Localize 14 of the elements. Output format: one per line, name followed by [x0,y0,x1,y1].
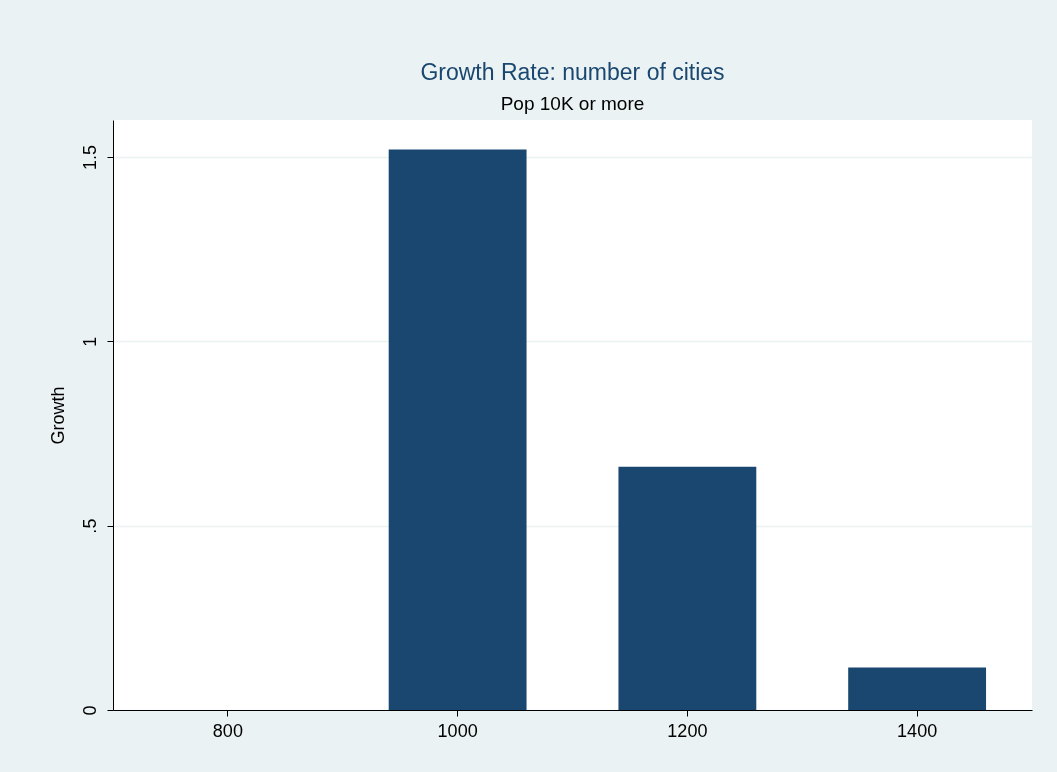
x-tick-label: 1000 [437,720,478,741]
y-axis-title: Growth [47,386,68,445]
bar [618,466,757,710]
y-tick-label: 1.5 [79,144,100,170]
x-tick-label: 1400 [897,720,938,741]
y-tick-label: 1 [79,336,100,347]
y-tick-label: .5 [79,518,100,534]
bar [388,149,527,710]
x-tick-label: 1200 [667,720,708,741]
x-tick-label: 800 [212,720,243,741]
chart-title: Growth Rate: number of cities [420,59,725,85]
bar [848,667,987,710]
y-tick-label: 0 [79,705,100,716]
chart-subtitle: Pop 10K or more [500,93,645,114]
